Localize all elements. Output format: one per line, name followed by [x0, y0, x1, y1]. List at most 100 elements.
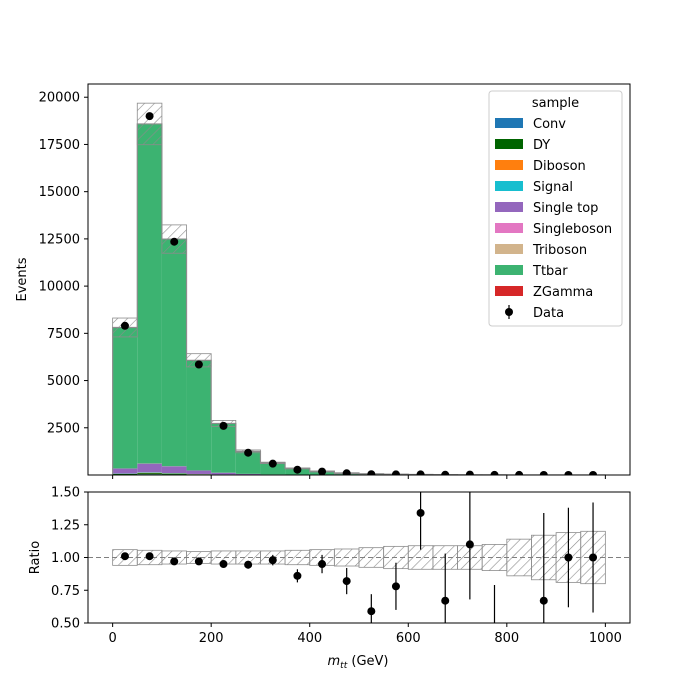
main-y-tick-label: 17500	[39, 138, 80, 153]
ratio-y-tick-label: 0.50	[51, 617, 80, 632]
main-y-tick-label: 5000	[47, 374, 80, 389]
data-point	[194, 360, 203, 369]
legend-singleboson-label: Singleboson	[533, 222, 612, 237]
main-plot-area	[112, 102, 606, 475]
legend-signal-label: Signal	[533, 180, 573, 195]
ratio-point	[391, 582, 400, 591]
legend-single-top-swatch	[495, 202, 523, 212]
data-point	[564, 470, 573, 475]
ratio-point	[367, 607, 376, 616]
legend-zgamma-label: ZGamma	[533, 285, 593, 300]
data-point	[293, 465, 302, 474]
stack-dy-bar	[137, 473, 162, 475]
main-y-tick-label: 20000	[39, 91, 80, 106]
ratio-point	[120, 552, 129, 561]
ratio-y-tick-label: 0.75	[51, 584, 80, 599]
data-point	[416, 470, 425, 475]
data-point	[318, 467, 327, 475]
stack-ttbar-bar	[186, 360, 212, 471]
data-point	[490, 470, 499, 475]
legend-conv-label: Conv	[533, 117, 566, 132]
ratio-y-tick-label: 1.00	[51, 551, 80, 566]
legend-diboson-swatch	[495, 160, 523, 170]
legend-data-marker	[505, 308, 513, 316]
ratio-x-tick-label: 1000	[589, 631, 622, 646]
stack-singleboson-series	[112, 463, 286, 475]
legend-signal-swatch	[495, 181, 523, 191]
ratio-point	[244, 560, 253, 569]
ratio-plot-area	[88, 492, 630, 664]
legend-ttbar-label: Ttbar	[532, 264, 568, 279]
ratio-point	[145, 552, 154, 561]
data-point	[367, 470, 376, 475]
data-point	[120, 321, 129, 330]
data-point	[342, 469, 351, 475]
data-point	[219, 421, 228, 430]
data-point	[268, 459, 277, 468]
ratio-point	[219, 560, 228, 569]
ratio-x-tick-label: 800	[494, 631, 519, 646]
legend-triboson-label: Triboson	[532, 243, 587, 258]
legend-singleboson-swatch	[495, 223, 523, 233]
legend-data-label: Data	[533, 306, 564, 321]
data-series	[120, 112, 598, 475]
stack-ttbar-bar	[260, 462, 286, 475]
legend-triboson-swatch	[495, 244, 523, 254]
ratio-point	[441, 596, 450, 605]
data-point	[145, 112, 154, 121]
ratio-point	[491, 656, 499, 664]
stack-dy-bar	[161, 473, 187, 475]
stack-single-top-bar	[112, 468, 138, 474]
stack-dy-bar	[112, 473, 138, 475]
stack-single-top-bar	[161, 466, 187, 474]
ratio-x-tick-label: 200	[199, 631, 224, 646]
stack-ttbar-bar	[112, 327, 138, 469]
main-axes-frame	[87, 83, 631, 476]
main-panel: 2500 5000 7500 10000 12500 15000 17500 20000 Eve…	[15, 83, 631, 479]
data-point	[244, 448, 253, 457]
data-point	[465, 470, 474, 475]
legend: sample Conv DY Diboson Signal Single top Singl…	[488, 90, 623, 327]
main-y-tick-label: 10000	[39, 280, 80, 295]
ratio-point	[194, 557, 203, 566]
data-point	[170, 237, 179, 246]
stack-single-top-bar	[137, 463, 162, 473]
ratio-x-tick-label: 600	[396, 631, 421, 646]
legend-diboson-label: Diboson	[533, 159, 586, 174]
ratio-x-tick-label: 400	[297, 631, 322, 646]
ratio-point	[465, 540, 474, 549]
legend-dy-swatch	[495, 139, 523, 149]
main-y-tick-label: 2500	[47, 421, 80, 436]
legend-dy-label: DY	[533, 138, 550, 153]
main-y-tick-label: 7500	[47, 327, 80, 342]
stack-ttbar-bar	[235, 451, 261, 474]
ratio-y-axis-label: Ratio	[28, 541, 43, 574]
data-point	[391, 470, 400, 475]
ratio-point	[342, 577, 351, 586]
ratio-y-tick-label: 1.25	[51, 518, 80, 533]
ratio-uncertainty-band	[481, 544, 508, 572]
ratio-point	[268, 556, 277, 565]
ratio-point	[416, 508, 425, 517]
main-y-tick-label: 15000	[39, 185, 80, 200]
ratio-point	[170, 557, 179, 566]
stack-ttbar-series	[112, 124, 606, 475]
ratio-point	[539, 596, 548, 605]
stack-ttbar-bar	[161, 239, 187, 467]
data-point	[515, 470, 524, 475]
ratio-point	[564, 553, 573, 562]
stack-triboson-series	[112, 463, 236, 473]
legend-single-top-label: Single top	[533, 201, 598, 216]
legend-ttbar-swatch	[495, 265, 523, 275]
ratio-y-tick-label: 1.50	[51, 486, 80, 501]
legend-conv-swatch	[495, 118, 523, 128]
ratio-point	[589, 553, 598, 562]
stack-ttbar-bar	[137, 124, 162, 464]
data-point	[589, 470, 598, 475]
stack-single-top-bar	[186, 470, 212, 474]
stack-single-top-bar	[235, 473, 261, 475]
ratio-uncertainty-band	[506, 538, 532, 577]
ratio-panel: 0.50 0.75 1.00 1.25 1.50 0 200 400 600 800 1000 Rat…	[28, 486, 631, 664]
